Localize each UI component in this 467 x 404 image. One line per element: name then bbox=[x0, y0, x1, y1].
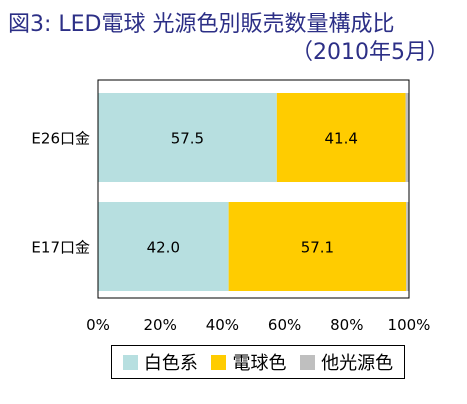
chart-subtitle: （2010年5月） bbox=[291, 40, 449, 65]
bar-segment-2-3 bbox=[406, 202, 409, 291]
bar-segment-1-3 bbox=[405, 93, 409, 182]
chart-legend: 白色系 電球色 他光源色 bbox=[111, 345, 405, 379]
chart-title: 図3: LED電球 光源色別販売数量構成比 bbox=[8, 12, 395, 37]
data-label-1-1: 57.5 bbox=[171, 130, 204, 148]
legend-swatch-bulb bbox=[211, 354, 227, 370]
legend-swatch-other bbox=[300, 354, 316, 370]
bar-segment-1-1 bbox=[98, 93, 277, 182]
legend-item-bulb: 電球色 bbox=[211, 349, 286, 375]
x-tick-label-6: 100% bbox=[388, 316, 431, 334]
x-tick-label-3: 40% bbox=[206, 316, 239, 334]
legend-label-other: 他光源色 bbox=[321, 353, 394, 374]
legend-label-bulb: 電球色 bbox=[232, 353, 287, 374]
data-label-2-2: 57.1 bbox=[301, 239, 334, 257]
data-label-1-2: 41.4 bbox=[324, 130, 357, 148]
x-tick-label-4: 60% bbox=[268, 316, 301, 334]
bar-segment-2-1 bbox=[98, 202, 229, 291]
bar-segment-2-2 bbox=[228, 202, 407, 291]
legend-label-white: 白色系 bbox=[143, 353, 198, 374]
legend-swatch-white bbox=[122, 354, 138, 370]
data-label-2-1: 42.0 bbox=[147, 239, 180, 257]
category-label-2: E17口金 bbox=[31, 239, 90, 257]
legend-item-other: 他光源色 bbox=[300, 349, 393, 375]
category-label-1: E26口金 bbox=[31, 130, 90, 148]
x-tick-label-5: 80% bbox=[330, 316, 363, 334]
x-tick-label-2: 20% bbox=[144, 316, 177, 334]
legend-item-white: 白色系 bbox=[122, 349, 198, 375]
bar-segment-1-2 bbox=[276, 93, 406, 182]
x-tick-label-1: 0% bbox=[86, 316, 110, 334]
plot-frame bbox=[97, 79, 410, 299]
